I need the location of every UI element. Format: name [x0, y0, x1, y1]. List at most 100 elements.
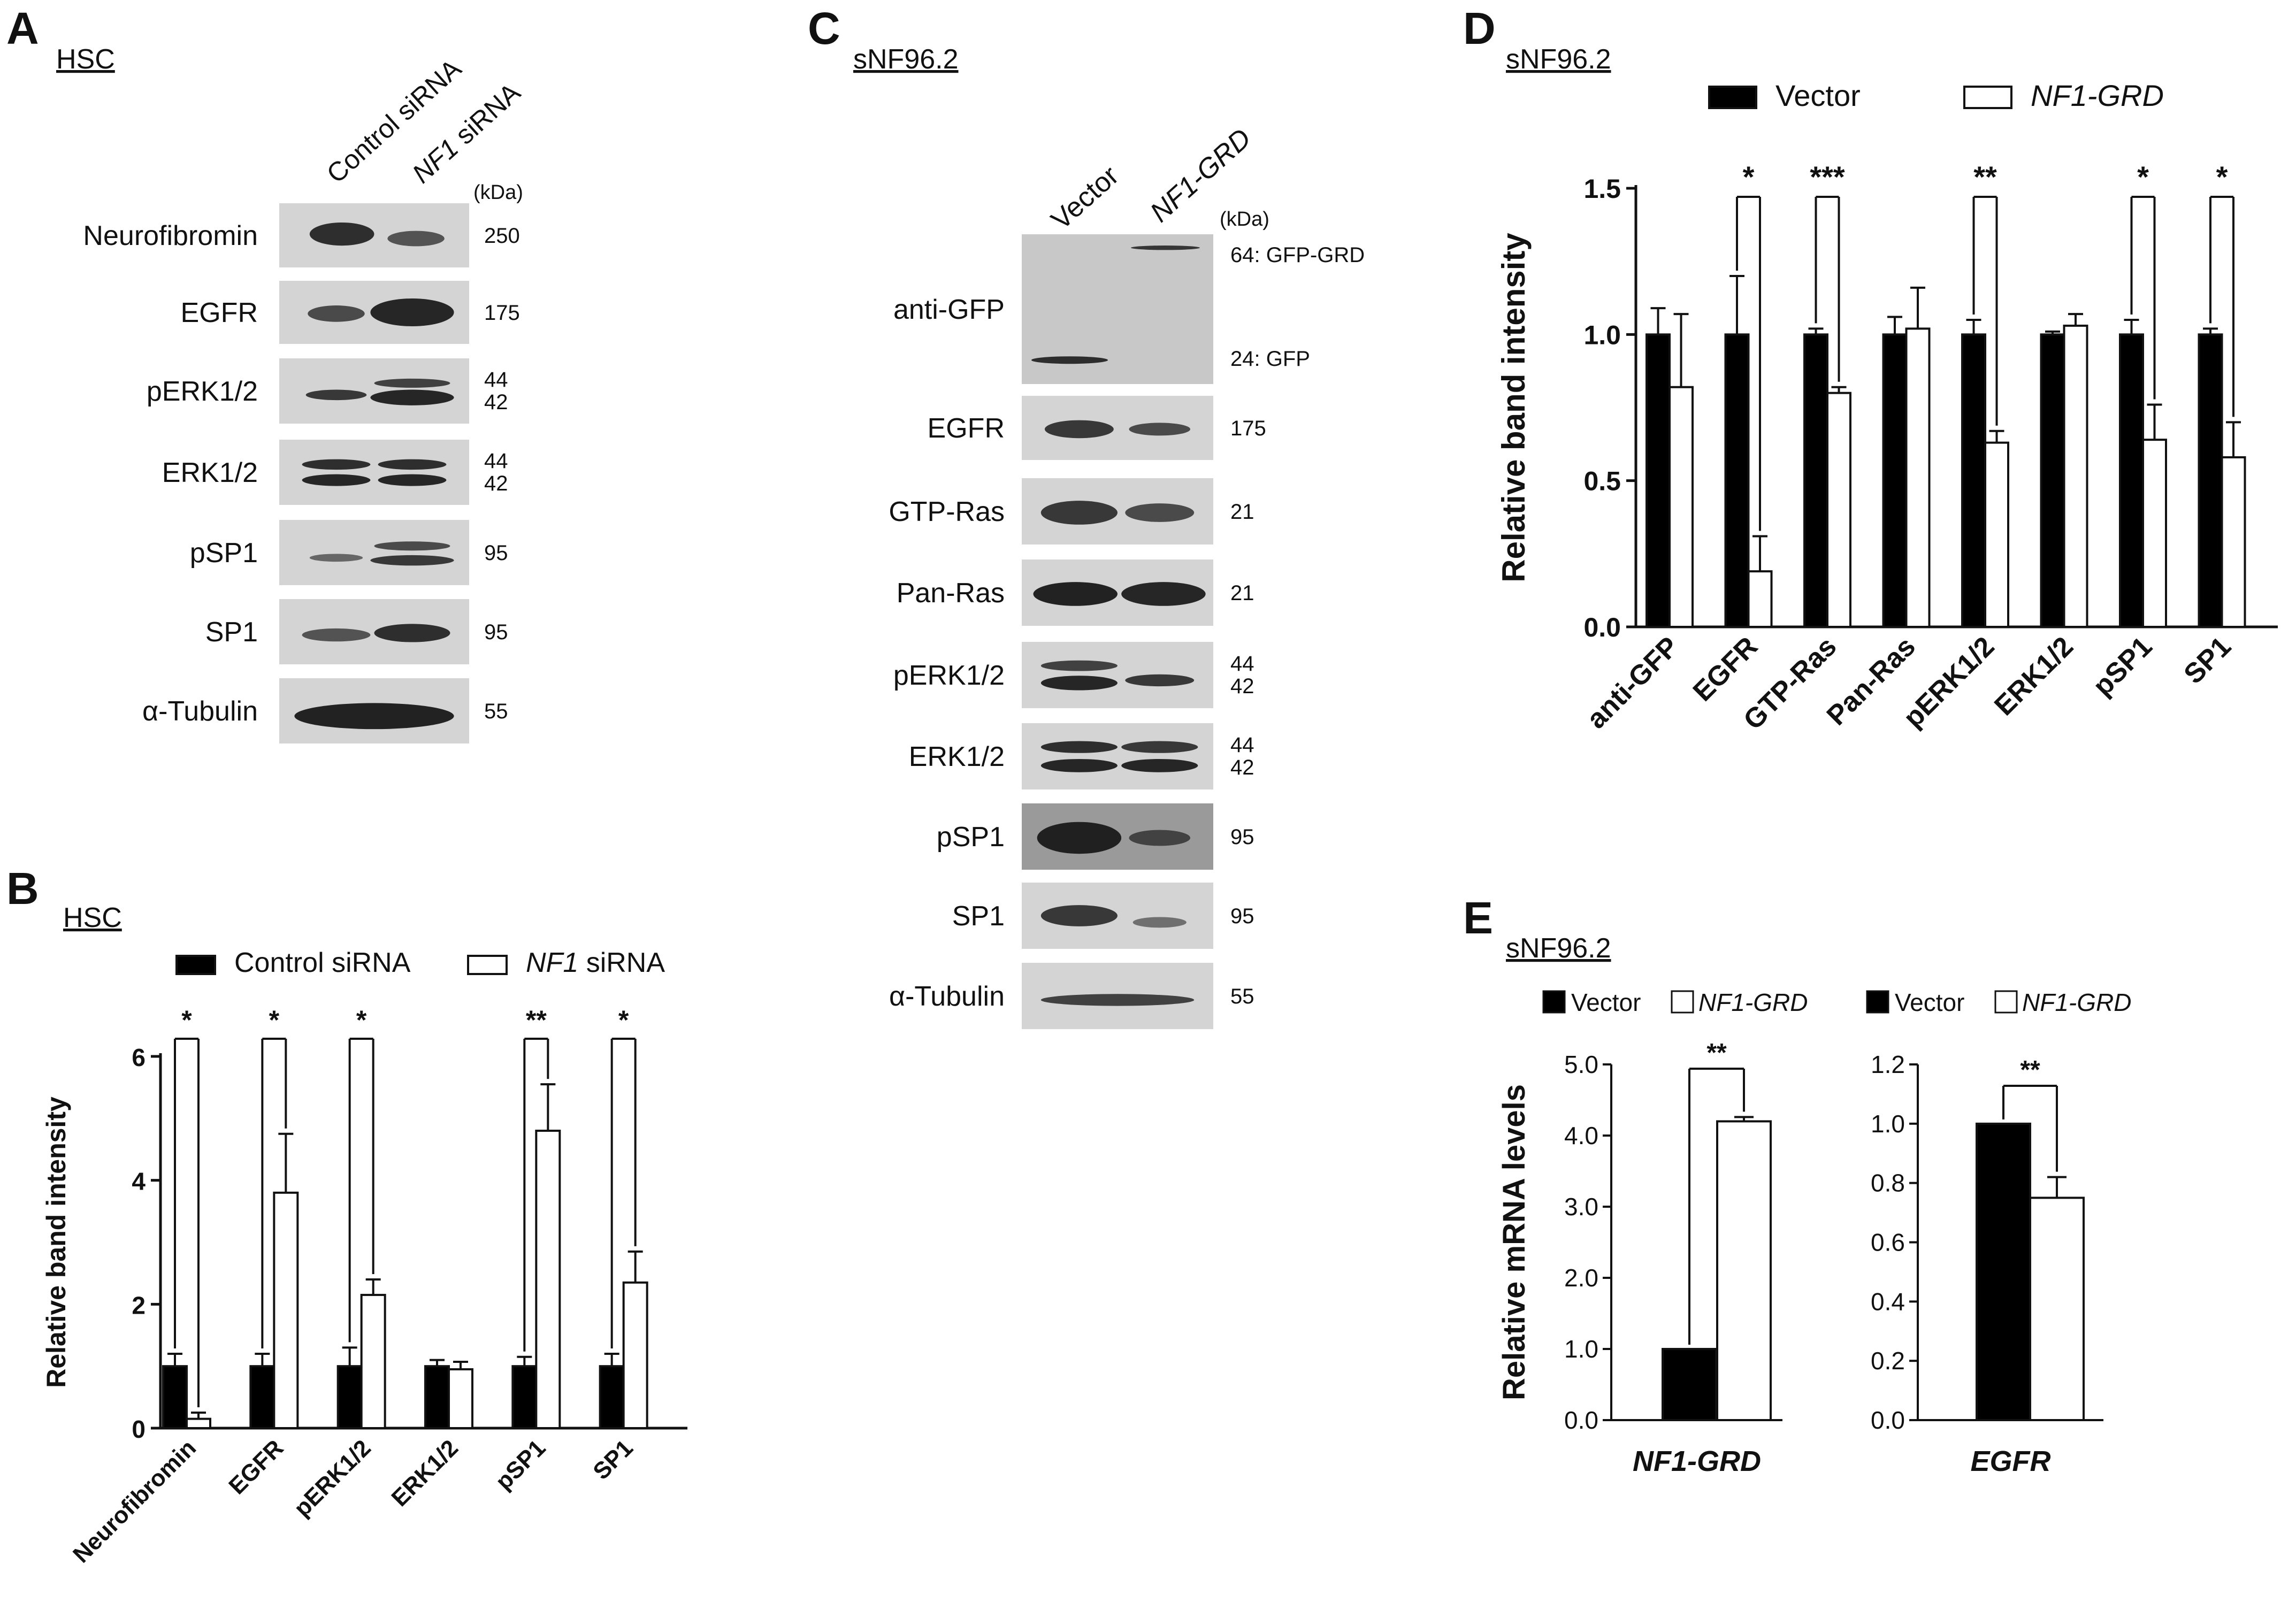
bar [424, 1365, 450, 1430]
blot-a-3 [279, 440, 469, 505]
kda-value-a: 250 [484, 224, 520, 248]
legend-label: NF1-GRD [2031, 79, 2164, 112]
row-label-a: SP1 [205, 617, 258, 648]
blot-membrane [1022, 642, 1213, 708]
blot-band [387, 231, 445, 247]
x-tick-label: pSP1 [2087, 631, 2159, 702]
legend-label: Control siRNA [234, 947, 411, 978]
row-label-a: Neurofibromin [83, 220, 258, 251]
blot-band [1040, 994, 1195, 1006]
significance-mark: * [618, 1005, 629, 1035]
kda-value-a: 42 [484, 472, 508, 495]
y-tick-label: 0.0 [1564, 1406, 1598, 1434]
bar [535, 1130, 561, 1429]
gene-label: EGFR [1970, 1445, 2050, 1477]
y-axis-title: Relative band intensity [1496, 233, 1532, 582]
blot-band [1040, 660, 1118, 671]
significance-mark: * [269, 1005, 280, 1035]
kda-value-a: 42 [484, 390, 508, 414]
y-tick-label: 0.0 [1871, 1406, 1905, 1434]
gene-label: NF1-GRD [1633, 1445, 1761, 1477]
blot-a-1 [279, 281, 469, 344]
panel-label-b: B [6, 863, 39, 914]
bar [2119, 333, 2144, 628]
blot-band [302, 628, 371, 642]
blot-membrane [279, 358, 469, 424]
panel-label-a: A [6, 3, 39, 53]
bar [162, 1365, 188, 1430]
bar [2221, 456, 2246, 628]
kda-value-c: 95 [1230, 825, 1254, 849]
legend-swatch-black [1866, 990, 1889, 1014]
x-tick-label: pSP1 [491, 1435, 550, 1494]
bar [1669, 386, 1694, 628]
row-label-a: pERK1/2 [147, 376, 258, 407]
row-label-a: EGFR [181, 297, 258, 328]
blot-band [1037, 822, 1122, 854]
kda-value-a: 95 [484, 620, 508, 644]
y-tick-label: 0.0 [1583, 612, 1621, 642]
blot-c-2 [1022, 478, 1213, 545]
y-tick-label: 4 [132, 1168, 146, 1195]
blot-band [370, 555, 454, 566]
kda-value-c: 42 [1230, 756, 1254, 779]
significance-mark: * [1743, 160, 1755, 194]
blot-band [370, 389, 454, 405]
row-label-c: EGFR [928, 413, 1005, 444]
significance-mark: * [2216, 160, 2228, 194]
bar [448, 1368, 473, 1429]
bar [2198, 333, 2223, 628]
row-label-a: α-Tubulin [142, 696, 258, 727]
blot-band [374, 378, 450, 388]
bar [186, 1417, 211, 1429]
chart-d: 0.0 0.5 1.0 1.5 Relative band intensity anti-… [1496, 79, 2278, 736]
significance-mark: ** [1706, 1039, 1727, 1067]
significance-mark: *** [1810, 160, 1845, 194]
x-tick-label: Neurofibromin [68, 1435, 201, 1568]
legend-swatch-black [175, 955, 216, 975]
blot-c-8 [1022, 963, 1213, 1029]
row-label-c: pSP1 [937, 822, 1005, 853]
kda-header-c: (kDa) [1220, 208, 1269, 231]
x-tick-label: ERK1/2 [1988, 631, 2079, 722]
y-axis-title: Relative band intensity [41, 1097, 71, 1388]
blot-band [1040, 905, 1118, 926]
blot-band [1121, 741, 1198, 753]
blot-band [378, 474, 447, 486]
row-label-a: ERK1/2 [162, 457, 258, 488]
blot-c-3 [1022, 559, 1213, 626]
chart-b: 0 2 4 6 Relative band intensity * Neurofibromi… [41, 947, 687, 1568]
blot-membrane [279, 440, 469, 505]
blot-band [309, 223, 374, 246]
blot-band [370, 298, 454, 326]
blot-band [1040, 758, 1118, 772]
x-tick-label: ERK1/2 [386, 1435, 463, 1512]
kda-value-c: 21 [1230, 500, 1254, 524]
cell-line-e: sNF96.2 [1506, 933, 1611, 964]
blot-a-2 [279, 358, 469, 424]
row-label-c: α-Tubulin [889, 981, 1005, 1012]
y-tick-label: 4.0 [1564, 1122, 1598, 1149]
blot-band [294, 703, 454, 730]
row-label-c: ERK1/2 [909, 741, 1005, 772]
bar [1826, 392, 1851, 628]
kda-value-a: 95 [484, 541, 508, 565]
bar [1961, 333, 1986, 628]
panel-label-e: E [1463, 893, 1493, 943]
blot-band [1040, 501, 1118, 525]
row-label-c: GTP-Ras [889, 496, 1005, 527]
kda-value-a: 44 [484, 368, 508, 392]
kda-value-c: 44 [1230, 733, 1254, 757]
bar [1976, 1122, 2031, 1421]
legend-label: NF1-GRD [2022, 988, 2131, 1016]
y-tick-label: 0.6 [1871, 1229, 1905, 1256]
blot-a-6 [279, 678, 469, 743]
cell-line-b: HSC [63, 902, 122, 933]
blot-c-6 [1022, 803, 1213, 870]
chart-e-EGFR: 0.0 0.2 0.4 0.6 0.8 1.0 1.2 ** EGFR Vector NF1-GRD [1866, 988, 2131, 1477]
legend-swatch-black [1542, 990, 1566, 1014]
bar [599, 1365, 625, 1430]
bar [622, 1281, 648, 1430]
blot-c-7 [1022, 883, 1213, 949]
blot-band [308, 305, 365, 322]
